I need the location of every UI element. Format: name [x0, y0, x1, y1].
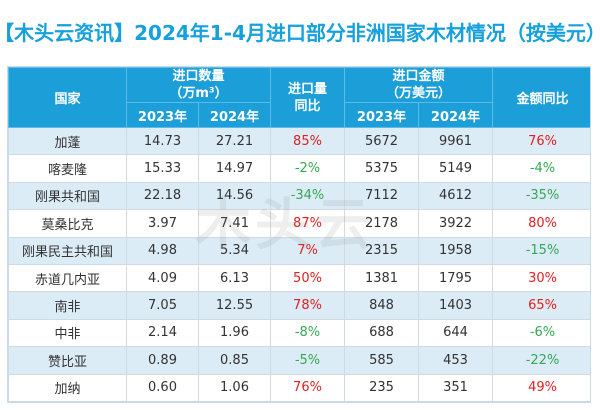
header-val-2024: 2024年 — [417, 102, 494, 128]
cell-vol-2024: 27.21 — [198, 126, 271, 156]
table-row: 赞比亚 0.89 0.85 -5% 585 453 -22% — [8, 346, 590, 375]
cell-country: 南非 — [8, 291, 127, 320]
cell-val-2023: 2315 — [344, 236, 419, 265]
cell-country: 喀麦隆 — [8, 154, 127, 183]
cell-val-2024: 1958 — [417, 236, 494, 265]
table-row: 刚果民主共和国 4.98 5.34 7% 2315 1958 -15% — [8, 236, 590, 265]
cell-val-change: -4% — [492, 154, 590, 183]
cell-val-2024: 3922 — [417, 209, 494, 238]
cell-vol-change: 76% — [270, 373, 345, 402]
cell-val-2023: 5375 — [344, 154, 419, 183]
import-table: 国家 进口数量 （万m³） 进口量 同比 进口金额 （万美元） 金额同比 202… — [7, 66, 591, 403]
page-title: 【木头云资讯】2024年1-4月进口部分非洲国家木材情况（按美元） — [0, 20, 600, 45]
cell-val-change: -22% — [492, 346, 590, 375]
cell-val-2023: 1381 — [344, 263, 419, 293]
table-row: 赤道几内亚 4.09 6.13 50% 1381 1795 30% — [8, 263, 590, 293]
cell-vol-2023: 7.05 — [126, 291, 199, 320]
table-row: 南非 7.05 12.55 78% 848 1403 65% — [8, 291, 590, 320]
cell-country: 加纳 — [8, 373, 127, 402]
header-country: 国家 — [8, 67, 127, 128]
header-import-volume: 进口数量 （万m³） — [126, 67, 271, 103]
cell-vol-change: 7% — [270, 236, 345, 265]
cell-val-2023: 848 — [344, 291, 419, 320]
cell-vol-2023: 0.60 — [126, 373, 199, 402]
cell-vol-2024: 12.55 — [198, 291, 271, 320]
cell-val-2024: 5149 — [417, 154, 494, 183]
cell-vol-change: 87% — [270, 209, 345, 238]
header-volume-change: 进口量 同比 — [270, 67, 345, 128]
cell-vol-change: -8% — [270, 318, 345, 348]
cell-val-2023: 688 — [344, 318, 419, 348]
cell-vol-2023: 4.09 — [126, 263, 199, 293]
cell-country: 刚果民主共和国 — [8, 236, 127, 265]
cell-vol-2024: 1.96 — [198, 318, 271, 348]
table-row: 中非 2.14 1.96 -8% 688 644 -6% — [8, 318, 590, 348]
cell-vol-2023: 4.98 — [126, 236, 199, 265]
cell-country: 加蓬 — [8, 126, 127, 156]
cell-val-change: -6% — [492, 318, 590, 348]
table-row: 刚果共和国 22.18 14.56 -34% 7112 4612 -35% — [8, 181, 590, 211]
cell-country: 赞比亚 — [8, 346, 127, 375]
cell-vol-2023: 3.97 — [126, 209, 199, 238]
cell-vol-2023: 0.89 — [126, 346, 199, 375]
cell-vol-2024: 6.13 — [198, 263, 271, 293]
cell-val-2023: 5672 — [344, 126, 419, 156]
cell-val-2024: 1795 — [417, 263, 494, 293]
cell-val-2023: 235 — [344, 373, 419, 402]
cell-vol-2024: 0.85 — [198, 346, 271, 375]
cell-vol-2023: 15.33 — [126, 154, 199, 183]
table-row: 莫桑比克 3.97 7.41 87% 2178 3922 80% — [8, 209, 590, 238]
cell-val-change: 49% — [492, 373, 590, 402]
header-vol-2024: 2024年 — [198, 102, 271, 128]
cell-val-change: 80% — [492, 209, 590, 238]
cell-val-2024: 351 — [417, 373, 494, 402]
cell-val-2024: 1403 — [417, 291, 494, 320]
cell-vol-2023: 22.18 — [126, 181, 199, 211]
cell-country: 中非 — [8, 318, 127, 348]
table-row: 喀麦隆 15.33 14.97 -2% 5375 5149 -4% — [8, 154, 590, 183]
cell-val-change: 30% — [492, 263, 590, 293]
header-import-value: 进口金额 （万美元） — [343, 67, 494, 103]
cell-country: 赤道几内亚 — [8, 263, 127, 293]
cell-vol-2024: 7.41 — [198, 209, 271, 238]
cell-val-change: -35% — [492, 181, 590, 211]
cell-val-2023: 585 — [344, 346, 419, 375]
cell-val-2023: 7112 — [344, 181, 419, 211]
cell-vol-2023: 14.73 — [126, 126, 199, 156]
table-row: 加纳 0.60 1.06 76% 235 351 49% — [8, 373, 590, 402]
cell-vol-2023: 2.14 — [126, 318, 199, 348]
cell-val-2024: 4612 — [417, 181, 494, 211]
header-vol-2023: 2023年 — [126, 102, 199, 128]
cell-vol-2024: 14.56 — [198, 181, 271, 211]
cell-vol-2024: 14.97 — [198, 154, 271, 183]
cell-val-2024: 9961 — [417, 126, 494, 156]
cell-country: 刚果共和国 — [8, 181, 127, 211]
cell-val-change: 65% — [492, 291, 590, 320]
cell-vol-change: 78% — [270, 291, 345, 320]
header-value-change: 金额同比 — [492, 67, 590, 128]
header-val-2023: 2023年 — [344, 102, 419, 128]
cell-val-change: -15% — [492, 236, 590, 265]
cell-val-2024: 644 — [417, 318, 494, 348]
cell-vol-2024: 1.06 — [198, 373, 271, 402]
table-row: 加蓬 14.73 27.21 85% 5672 9961 76% — [8, 126, 590, 156]
cell-vol-2024: 5.34 — [198, 236, 271, 265]
cell-country: 莫桑比克 — [8, 209, 127, 238]
cell-val-2024: 453 — [417, 346, 494, 375]
cell-vol-change: -5% — [270, 346, 345, 375]
cell-vol-change: 50% — [270, 263, 345, 293]
table-body: 加蓬 14.73 27.21 85% 5672 9961 76% 喀麦隆 15.33 14.97-… — [8, 126, 590, 402]
cell-vol-change: -34% — [270, 181, 345, 211]
cell-val-change: 76% — [492, 126, 590, 156]
cell-val-2023: 2178 — [344, 209, 419, 238]
cell-vol-change: -2% — [270, 154, 345, 183]
cell-vol-change: 85% — [270, 126, 345, 156]
